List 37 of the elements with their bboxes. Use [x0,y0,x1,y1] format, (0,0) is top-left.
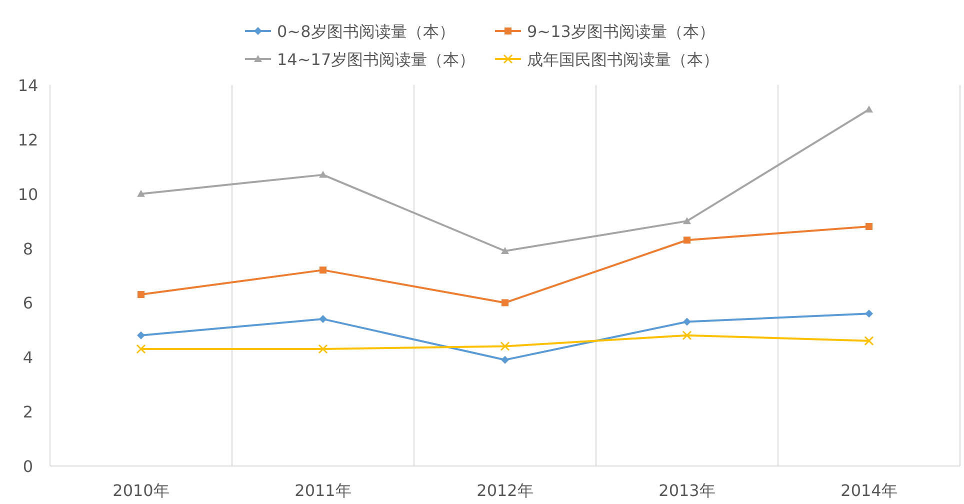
point [683,217,691,224]
point [501,356,509,364]
legend-label: 14~17岁图书阅读量（本） [277,50,476,69]
point [866,223,872,230]
point [864,336,874,346]
point [501,247,509,254]
y-tick-label: 6 [22,294,34,313]
legend-label: 成年国民图书阅读量（本） [527,50,719,69]
point [319,315,327,324]
legend-label: 0~8岁图书阅读量（本） [277,22,455,41]
y-tick-label: 8 [22,239,34,258]
y-tick-label: 4 [22,348,34,368]
x-tick-label: 2012年 [476,481,534,500]
point [682,330,692,340]
point [500,342,510,352]
y-tick-label: 10 [18,184,38,204]
point [318,344,328,354]
point [502,299,508,306]
point [865,105,873,112]
point [138,291,144,298]
legend-label: 9~13岁图书阅读量（本） [527,22,715,41]
point [683,318,691,326]
point [320,266,326,274]
y-tick-label: 14 [18,76,38,95]
point [319,170,327,178]
x-tick-label: 2013年 [658,481,716,500]
x-tick-label: 2011年 [294,481,352,500]
point [136,344,146,354]
y-tick-label: 2 [22,402,34,422]
point [865,310,873,318]
point [137,190,145,197]
y-tick-label: 12 [18,130,38,150]
x-tick-label: 2010年 [112,481,170,500]
x-tick-label: 2014年 [840,481,898,500]
point [684,236,690,244]
point [137,331,145,340]
y-tick-label: 0 [22,457,34,476]
